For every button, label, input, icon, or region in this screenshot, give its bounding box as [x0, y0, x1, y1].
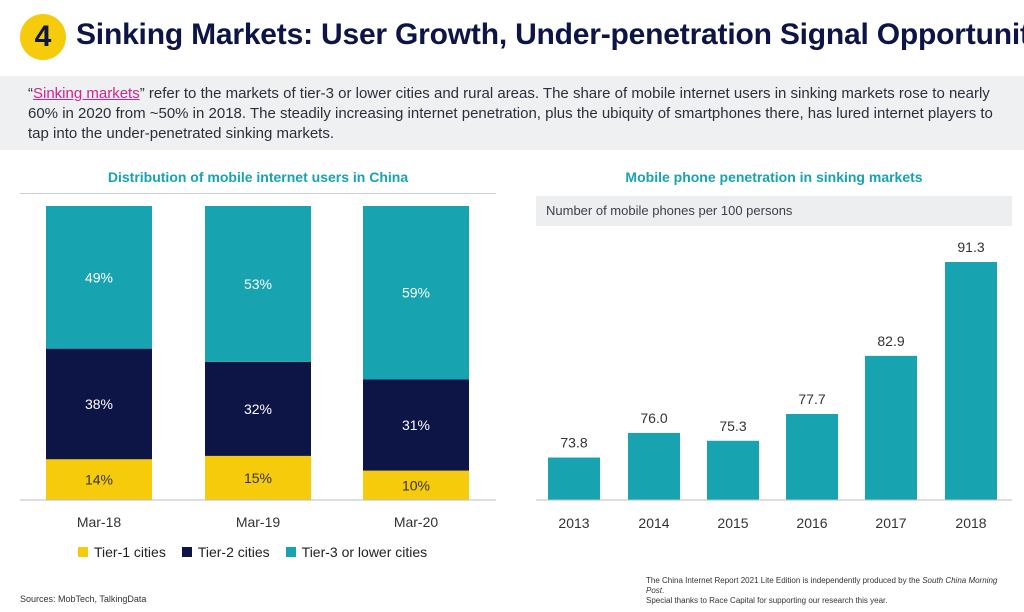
- bar-segment-1-Mar-20: [363, 470, 469, 500]
- bar-segment-3-Mar-20: [363, 206, 469, 380]
- segment-label: 59%: [402, 285, 430, 301]
- sinking-markets-link[interactable]: Sinking markets: [33, 85, 140, 102]
- intro-box: “Sinking markets” refer to the markets o…: [0, 76, 1024, 150]
- x-tick-label: 2018: [955, 515, 986, 531]
- legend-item-tier3: Tier-3 or lower cities: [285, 544, 428, 560]
- credit-line1-pre: The China Internet Report 2021 Lite Edit…: [646, 576, 923, 585]
- data-label: 77.7: [798, 391, 825, 407]
- x-tick-label: Mar-18: [77, 514, 122, 530]
- bar-2015: [707, 440, 759, 500]
- bar-2016: [786, 413, 838, 500]
- right-chart-subtitle-bar: Number of mobile phones per 100 persons: [536, 196, 1012, 226]
- legend-swatch-tier1: [78, 547, 88, 557]
- bar-2014: [628, 432, 680, 500]
- segment-label: 14%: [85, 472, 113, 488]
- intro-text: “Sinking markets” refer to the markets o…: [28, 84, 998, 144]
- report-credit: The China Internet Report 2021 Lite Edit…: [646, 576, 1006, 606]
- page-title: Sinking Markets: User Growth, Under-pene…: [76, 18, 1024, 51]
- segment-label: 31%: [402, 417, 430, 433]
- x-tick-label: 2016: [796, 515, 827, 531]
- bar-2017: [865, 355, 917, 500]
- right-chart-subtitle: Number of mobile phones per 100 persons: [546, 203, 793, 218]
- section-number-badge: 4: [20, 14, 66, 60]
- header: 4 Sinking Markets: User Growth, Under-pe…: [0, 0, 1024, 76]
- data-label: 75.3: [719, 418, 746, 434]
- legend-label-tier2: Tier-2 cities: [197, 544, 270, 560]
- segment-label: 38%: [85, 396, 113, 412]
- left-chart-title: Distribution of mobile internet users in…: [107, 169, 409, 185]
- credit-line1-publication: South China Morning Post: [646, 576, 998, 595]
- bar-segment-3-Mar-19: [205, 206, 311, 362]
- bar-segment-2-Mar-20: [363, 379, 469, 471]
- credit-line2: Special thanks to Race Capital for suppo…: [646, 596, 888, 605]
- legend-item-tier1: Tier-1 cities: [78, 544, 166, 560]
- x-tick-label: 2015: [717, 515, 748, 531]
- left-title-divider: [20, 193, 496, 194]
- data-label: 91.3: [957, 239, 984, 255]
- data-label: 76.0: [640, 410, 667, 426]
- segment-label: 32%: [244, 401, 272, 417]
- right-chart-title: Mobile phone penetration in sinking mark…: [625, 169, 923, 185]
- segment-label: 53%: [244, 276, 272, 292]
- legend-label-tier3: Tier-3 or lower cities: [301, 544, 428, 560]
- bar-segment-3-Mar-18: [46, 206, 152, 349]
- bar-2013: [548, 457, 600, 500]
- legend-swatch-tier3: [285, 547, 296, 557]
- credit-line1-post: .: [662, 586, 665, 595]
- intro-body: ” refer to the markets of tier-3 or lowe…: [28, 85, 993, 142]
- segment-label: 10%: [402, 477, 430, 493]
- x-tick-label: Mar-20: [394, 514, 439, 530]
- legend-swatch-tier2: [181, 547, 192, 557]
- intro-quote-open: “: [28, 85, 33, 102]
- segment-label: 49%: [85, 269, 113, 285]
- bar-segment-1-Mar-19: [205, 455, 311, 500]
- bar-segment-1-Mar-18: [46, 459, 152, 500]
- x-tick-label: 2014: [638, 515, 669, 531]
- x-tick-label: 2013: [558, 515, 589, 531]
- sources-note: Sources: MobTech, TalkingData: [20, 594, 147, 604]
- data-label: 73.8: [560, 435, 587, 451]
- bar-segment-2-Mar-18: [46, 348, 152, 460]
- bar-segment-2-Mar-19: [205, 361, 311, 456]
- x-tick-label: Mar-19: [236, 514, 281, 530]
- segment-label: 15%: [244, 470, 272, 486]
- legend-label-tier1: Tier-1 cities: [94, 544, 166, 560]
- x-tick-label: 2017: [875, 515, 906, 531]
- legend: Tier-1 cities Tier-2 cities Tier-3 or lo…: [78, 544, 427, 560]
- bar-2018: [945, 262, 997, 500]
- legend-item-tier2: Tier-2 cities: [181, 544, 270, 560]
- data-label: 82.9: [877, 333, 904, 349]
